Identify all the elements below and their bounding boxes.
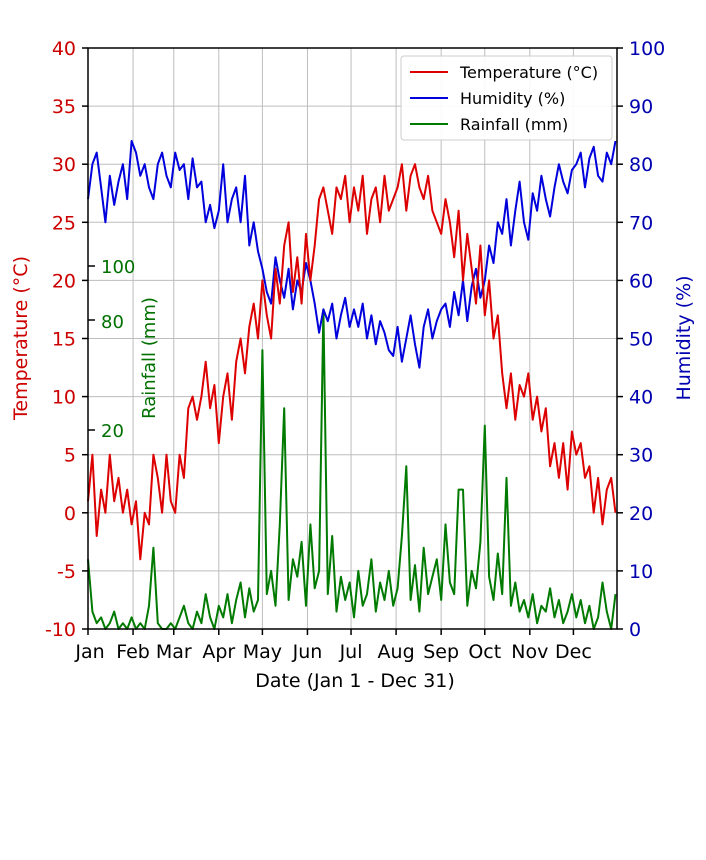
axes: -10 -5 0 5 10 15 20 25 30 35 40 0 10 20 30 40 50 60 70 80 90… [45, 38, 665, 663]
x-tick-label: Aug [378, 641, 415, 663]
right-tick-label: 60 [629, 270, 653, 292]
x-tick-label: Jan [74, 641, 104, 663]
x-axis-label: Date (Jan 1 - Dec 31) [255, 670, 455, 692]
rain-tick-label: 80 [101, 312, 124, 333]
rainfall-line [87, 308, 617, 630]
legend-label-humidity: Humidity (%) [460, 89, 565, 108]
left-tick-label: 15 [52, 329, 76, 351]
right-tick-label: 10 [629, 561, 653, 583]
x-tick-label: Jul [339, 641, 363, 663]
left-tick-label: 5 [64, 445, 76, 467]
left-tick-label: 25 [52, 212, 76, 234]
x-tick-label: Feb [116, 641, 150, 663]
right-tick-label: 0 [629, 619, 641, 641]
x-tick-label: Jun [292, 641, 323, 663]
right-tick-label: 90 [629, 96, 653, 118]
right-tick-label: 100 [629, 38, 665, 60]
x-tick-label: Sep [423, 641, 459, 663]
rain-tick-label: 100 [101, 257, 135, 278]
x-tick-label: Dec [555, 641, 592, 663]
right-tick-label: 70 [629, 212, 653, 234]
x-tick-label: Oct [468, 641, 501, 663]
legend-label-rainfall: Rainfall (mm) [460, 115, 568, 134]
legend: Temperature (°C) Humidity (%) Rainfall (… [400, 55, 613, 141]
left-tick-label: -10 [45, 619, 76, 641]
right-axis-label: Humidity (%) [673, 275, 695, 400]
left-tick-label: 0 [64, 503, 76, 525]
right-tick-label: 20 [629, 503, 653, 525]
left-tick-label: 10 [52, 387, 76, 409]
left-tick-label: 20 [52, 270, 76, 292]
right-tick-label: 80 [629, 154, 653, 176]
left-axis-label: Temperature (°C) [10, 256, 32, 421]
series-lines [87, 140, 617, 630]
x-tick-label: Nov [511, 641, 548, 663]
left-tick-label: 35 [52, 96, 76, 118]
temperature-line [87, 163, 617, 561]
left-tick-label: 40 [52, 38, 76, 60]
legend-label-temperature: Temperature (°C) [459, 63, 598, 82]
right-tick-label: 40 [629, 387, 653, 409]
left-tick-label: 30 [52, 154, 76, 176]
humidity-line [87, 140, 617, 369]
left-tick-label: -5 [57, 561, 76, 583]
legend-box [400, 55, 613, 141]
rain-tick-label: 20 [101, 421, 124, 442]
x-tick-label: Apr [202, 641, 235, 663]
right-tick-label: 30 [629, 445, 653, 467]
x-tick-label: Mar [156, 641, 192, 663]
right-tick-label: 50 [629, 329, 653, 351]
rain-axis-label: Rainfall (mm) [139, 297, 160, 419]
x-tick-label: May [243, 641, 282, 663]
